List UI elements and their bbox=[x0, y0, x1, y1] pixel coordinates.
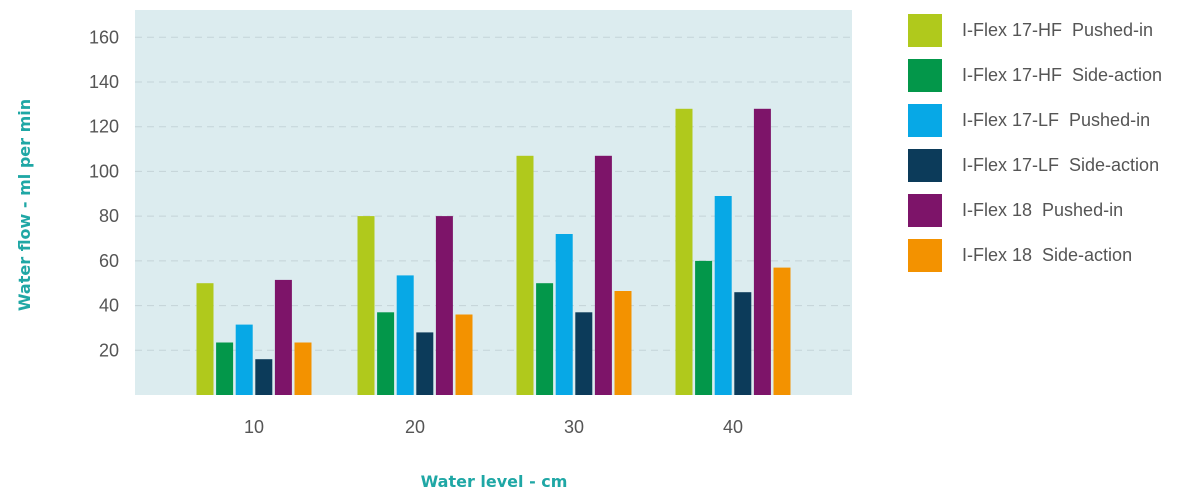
x-tick-label: 20 bbox=[405, 417, 425, 437]
bars bbox=[196, 108, 791, 396]
legend-label: I-Flex 17-HF Pushed-in bbox=[962, 20, 1154, 40]
bar bbox=[555, 234, 573, 395]
x-tick-label: 40 bbox=[723, 417, 743, 437]
y-tick-label: 20 bbox=[99, 340, 119, 360]
bar bbox=[714, 196, 732, 395]
bar bbox=[675, 108, 693, 396]
bar bbox=[396, 275, 414, 395]
bar bbox=[773, 267, 791, 395]
legend-label: I-Flex 17-LF Pushed-in bbox=[962, 110, 1151, 130]
legend-label: I-Flex 18 Pushed-in bbox=[962, 200, 1124, 220]
bar bbox=[357, 216, 375, 395]
y-tick-label: 40 bbox=[99, 296, 119, 316]
legend-label: I-Flex 18 Side-action bbox=[962, 245, 1133, 265]
bar bbox=[255, 359, 273, 395]
bar bbox=[416, 332, 434, 395]
plot-area bbox=[135, 10, 852, 395]
legend-swatch bbox=[908, 239, 942, 272]
bar bbox=[614, 291, 632, 395]
bar bbox=[216, 342, 234, 395]
bar bbox=[274, 279, 292, 395]
legend-swatch bbox=[908, 149, 942, 182]
legend-label: I-Flex 17-HF Side-action bbox=[962, 65, 1163, 85]
y-axis-ticks: 20 40 60 80 100 120 140 160 bbox=[89, 27, 119, 360]
bar bbox=[294, 342, 312, 395]
y-tick-label: 60 bbox=[99, 251, 119, 271]
legend-item: I-Flex 17-LF Side-action bbox=[908, 143, 1162, 188]
bar bbox=[196, 283, 214, 395]
legend-item: I-Flex 18 Pushed-in bbox=[908, 188, 1162, 233]
x-tick-label: 10 bbox=[244, 417, 264, 437]
legend: I-Flex 17-HF Pushed-in I-Flex 17-HF Side-… bbox=[908, 8, 1162, 278]
bar bbox=[594, 155, 612, 395]
legend-swatch bbox=[908, 104, 942, 137]
y-tick-label: 140 bbox=[89, 72, 119, 92]
bar bbox=[536, 283, 554, 395]
legend-item: I-Flex 17-HF Side-action bbox=[908, 53, 1162, 98]
bar bbox=[695, 260, 713, 395]
y-tick-label: 80 bbox=[99, 206, 119, 226]
legend-label: I-Flex 17-LF Side-action bbox=[962, 155, 1160, 175]
legend-swatch bbox=[908, 14, 942, 47]
bar bbox=[455, 314, 473, 395]
y-tick-label: 160 bbox=[89, 27, 119, 47]
bar bbox=[235, 324, 253, 395]
legend-item: I-Flex 17-LF Pushed-in bbox=[908, 98, 1162, 143]
y-axis-title: Water flow - ml per min bbox=[15, 99, 34, 311]
y-tick-label: 120 bbox=[89, 117, 119, 137]
bar bbox=[753, 108, 771, 396]
bar bbox=[575, 312, 593, 395]
legend-swatch bbox=[908, 59, 942, 92]
x-axis-title: Water level - cm bbox=[421, 472, 568, 491]
bar bbox=[377, 312, 395, 395]
legend-swatch bbox=[908, 194, 942, 227]
legend-item: I-Flex 18 Side-action bbox=[908, 233, 1162, 278]
bar bbox=[516, 155, 534, 395]
legend-item: I-Flex 17-HF Pushed-in bbox=[908, 8, 1162, 53]
y-tick-label: 100 bbox=[89, 161, 119, 181]
x-axis-ticks: 10 20 30 40 bbox=[244, 417, 743, 437]
x-tick-label: 30 bbox=[564, 417, 584, 437]
bar bbox=[435, 216, 453, 395]
bar bbox=[734, 292, 752, 395]
